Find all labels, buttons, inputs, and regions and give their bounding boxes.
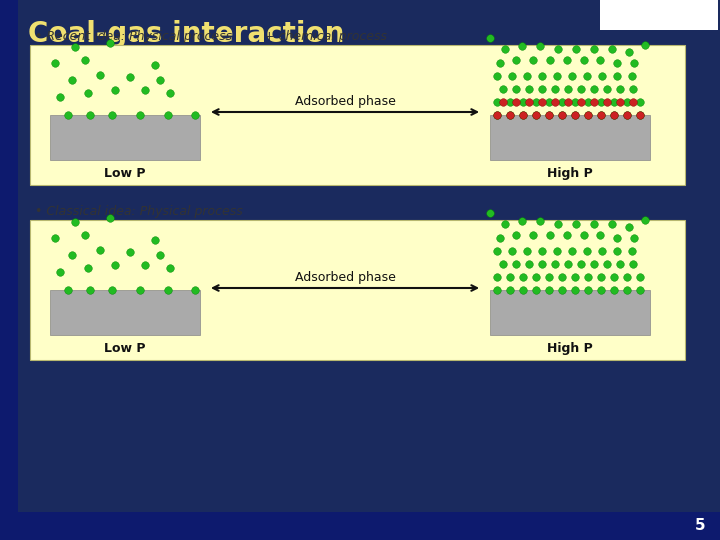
Bar [490,290,650,335]
Text: Low P: Low P [104,342,145,355]
Bar [50,290,200,335]
Text: • Recent idea: Physical process        + chemical process: • Recent idea: Physical process + chemic… [35,30,387,43]
Bar [30,45,685,185]
Text: • Classical idea: Physical process: • Classical idea: Physical process [35,205,243,218]
Text: Adsorbed phase: Adsorbed phase [294,271,395,284]
Text: Adsorbed phase: Adsorbed phase [294,95,395,108]
Text: 5: 5 [694,518,705,534]
Text: 2: 2 [84,55,94,69]
Bar [600,0,718,30]
Bar [490,115,650,160]
Text: interacts with the in-situ coal, causing e.g.: interacts with the in-situ coal, causing… [93,52,534,70]
Text: High P: High P [547,342,593,355]
Text: • CO: • CO [28,52,74,70]
Bar [30,220,685,360]
Bar [0,512,720,540]
Bar [0,0,18,512]
Text: Coal-gas interaction: Coal-gas interaction [28,20,344,48]
Text: swelling: swelling [46,70,130,88]
Text: Low P: Low P [104,167,145,180]
Text: High P: High P [547,167,593,180]
Bar [50,115,200,160]
